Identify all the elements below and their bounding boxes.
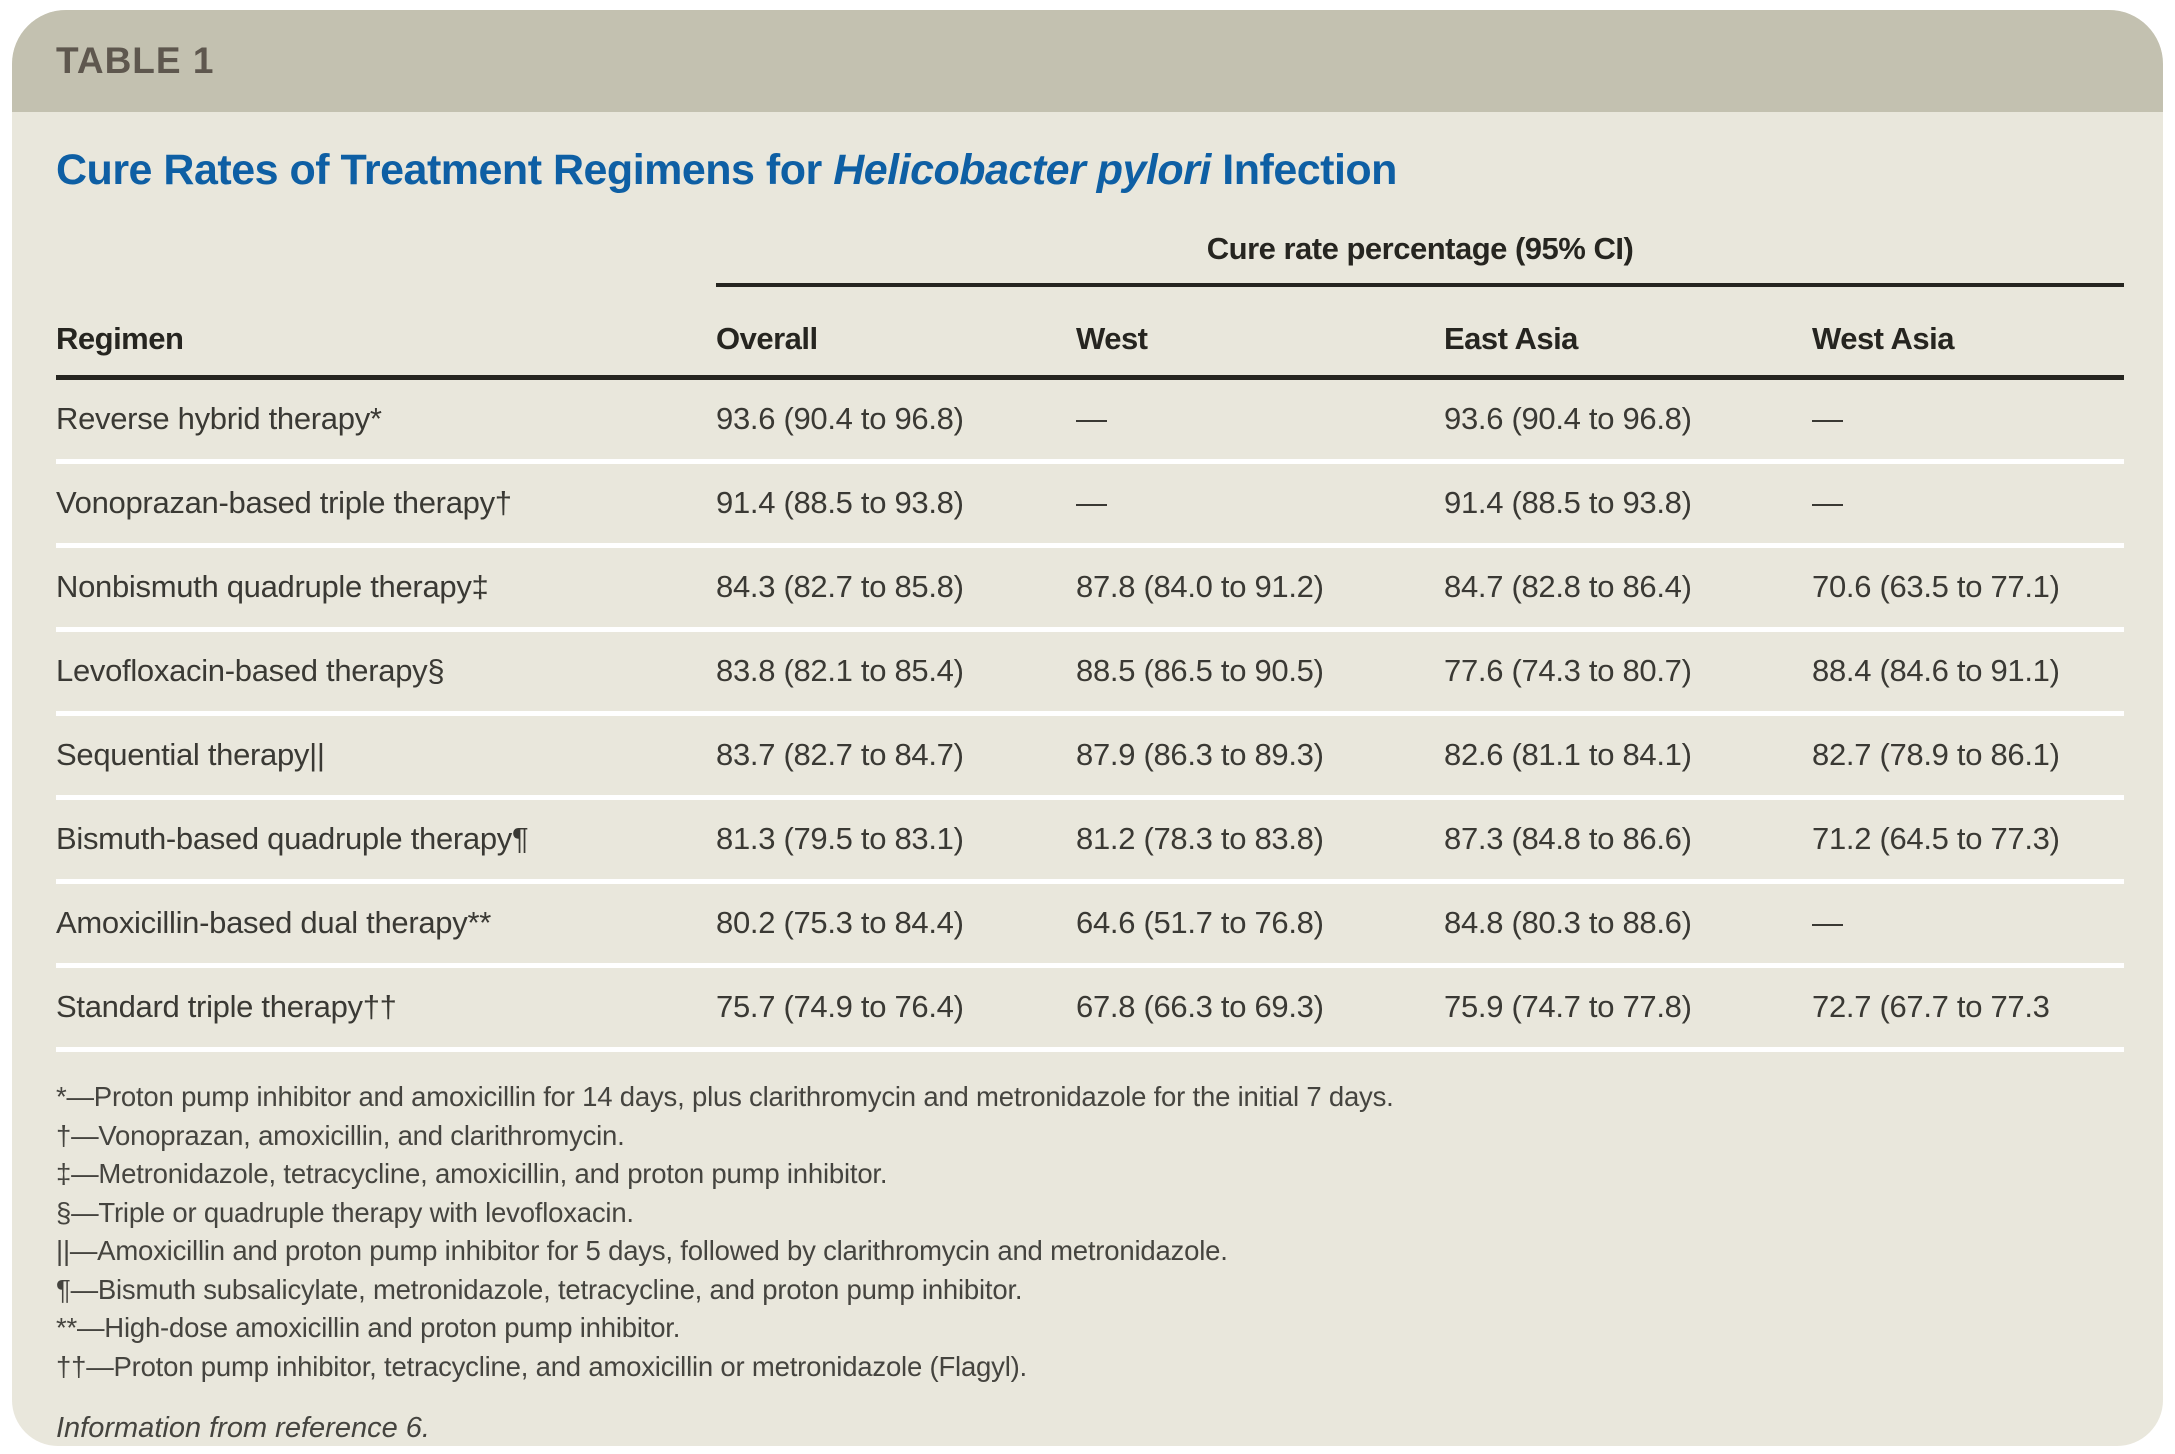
footnotes: *—Proton pump inhibitor and amoxicillin … bbox=[56, 1078, 2119, 1386]
spanner-cell: Cure rate percentage (95% CI) bbox=[716, 231, 2125, 287]
table-row: Levofloxacin-based therapy§ 83.8 (82.1 t… bbox=[56, 629, 2125, 716]
source-note: Information from reference 6. bbox=[56, 1412, 430, 1444]
footnote-double-dagger: ‡—Metronidazole, tetracycline, amoxicill… bbox=[56, 1158, 888, 1189]
table-row: Standard triple therapy†† 75.7 (74.9 to … bbox=[56, 965, 2125, 1052]
overall-cell: 80.2 (75.3 to 84.4) bbox=[716, 881, 1076, 968]
table-row: Reverse hybrid therapy* 93.6 (90.4 to 96… bbox=[56, 377, 2125, 464]
footnote-double-asterisk: **—High-dose amoxicillin and proton pump… bbox=[56, 1312, 681, 1343]
footnote-asterisk: *—Proton pump inhibitor and amoxicillin … bbox=[56, 1081, 1394, 1112]
spanner-row: Cure rate percentage (95% CI) bbox=[56, 231, 2125, 287]
table-title-italic: Helicobacter pylori bbox=[833, 146, 1211, 194]
table-row: Amoxicillin-based dual therapy** 80.2 (7… bbox=[56, 881, 2125, 968]
east-asia-cell: 93.6 (90.4 to 96.8) bbox=[1444, 377, 1812, 464]
table-row: Bismuth-based quadruple therapy¶ 81.3 (7… bbox=[56, 797, 2125, 884]
column-header-west: West bbox=[1076, 285, 1444, 380]
regimen-cell: Levofloxacin-based therapy§ bbox=[56, 629, 716, 716]
overall-cell: 81.3 (79.5 to 83.1) bbox=[716, 797, 1076, 884]
overall-cell: 93.6 (90.4 to 96.8) bbox=[716, 377, 1076, 464]
table-title-suffix: Infection bbox=[1210, 146, 1397, 194]
table-row: Vonoprazan-based triple therapy† 91.4 (8… bbox=[56, 461, 2125, 548]
regimen-cell: Bismuth-based quadruple therapy¶ bbox=[56, 797, 716, 884]
west-cell: 88.5 (86.5 to 90.5) bbox=[1076, 629, 1444, 716]
footnote-double-dagger-2: ††—Proton pump inhibitor, tetracycline, … bbox=[56, 1350, 1027, 1382]
cure-rates-table: Cure rate percentage (95% CI) Regimen Ov… bbox=[56, 231, 2125, 1052]
footnote-dagger: †—Vonoprazan, amoxicillin, and clarithro… bbox=[56, 1119, 625, 1151]
west-cell: 81.2 (78.3 to 83.8) bbox=[1076, 797, 1444, 884]
west-asia-cell: — bbox=[1812, 377, 2125, 464]
east-asia-cell: 87.3 (84.8 to 86.6) bbox=[1444, 797, 1812, 884]
west-cell: 64.6 (51.7 to 76.8) bbox=[1076, 881, 1444, 968]
overall-cell: 91.4 (88.5 to 93.8) bbox=[716, 461, 1076, 548]
table-label: TABLE 1 bbox=[56, 40, 215, 81]
column-header-east-asia: East Asia bbox=[1444, 285, 1812, 380]
regimen-cell: Sequential therapy|| bbox=[56, 713, 716, 800]
west-asia-cell: — bbox=[1812, 461, 2125, 548]
spanner-spacer bbox=[56, 231, 716, 285]
overall-cell: 83.8 (82.1 to 85.4) bbox=[716, 629, 1076, 716]
west-asia-cell: 72.7 (67.7 to 77.3 bbox=[1812, 965, 2125, 1052]
west-asia-cell: — bbox=[1812, 881, 2125, 968]
west-asia-cell: 88.4 (84.6 to 91.1) bbox=[1812, 629, 2125, 716]
overall-cell: 75.7 (74.9 to 76.4) bbox=[716, 965, 1076, 1052]
table-row: Sequential therapy|| 83.7 (82.7 to 84.7)… bbox=[56, 713, 2125, 800]
regimen-cell: Nonbismuth quadruple therapy‡ bbox=[56, 545, 716, 632]
west-cell: 87.9 (86.3 to 89.3) bbox=[1076, 713, 1444, 800]
west-cell: — bbox=[1076, 377, 1444, 464]
table-card: TABLE 1 Cure Rates of Treatment Regimens… bbox=[12, 10, 2163, 1446]
column-header-overall: Overall bbox=[716, 285, 1076, 380]
regimen-cell: Amoxicillin-based dual therapy** bbox=[56, 881, 716, 968]
east-asia-cell: 84.8 (80.3 to 88.6) bbox=[1444, 881, 1812, 968]
table-title: Cure Rates of Treatment Regimens for Hel… bbox=[56, 146, 2119, 195]
table-card-header: TABLE 1 bbox=[12, 10, 2163, 112]
spanner-heading: Cure rate percentage (95% CI) bbox=[1206, 231, 1634, 266]
east-asia-cell: 77.6 (74.3 to 80.7) bbox=[1444, 629, 1812, 716]
regimen-cell: Reverse hybrid therapy* bbox=[56, 377, 716, 464]
overall-cell: 84.3 (82.7 to 85.8) bbox=[716, 545, 1076, 632]
east-asia-cell: 84.7 (82.8 to 86.4) bbox=[1444, 545, 1812, 632]
west-asia-cell: 82.7 (78.9 to 86.1) bbox=[1812, 713, 2125, 800]
regimen-cell: Standard triple therapy†† bbox=[56, 965, 716, 1052]
west-asia-cell: 70.6 (63.5 to 77.1) bbox=[1812, 545, 2125, 632]
overall-cell: 83.7 (82.7 to 84.7) bbox=[716, 713, 1076, 800]
west-asia-cell: 71.2 (64.5 to 77.3) bbox=[1812, 797, 2125, 884]
east-asia-cell: 91.4 (88.5 to 93.8) bbox=[1444, 461, 1812, 548]
west-cell: — bbox=[1076, 461, 1444, 548]
footnote-parallel: ||—Amoxicillin and proton pump inhibitor… bbox=[56, 1235, 1228, 1266]
column-header-west-asia: West Asia bbox=[1812, 285, 2125, 380]
column-header-row: Regimen Overall West East Asia West Asia bbox=[56, 285, 2125, 380]
west-cell: 67.8 (66.3 to 69.3) bbox=[1076, 965, 1444, 1052]
table-title-prefix: Cure Rates of Treatment Regimens for bbox=[56, 146, 834, 194]
west-cell: 87.8 (84.0 to 91.2) bbox=[1076, 545, 1444, 632]
footnote-pilcrow: ¶—Bismuth subsalicylate, metronidazole, … bbox=[56, 1273, 1023, 1305]
table-card-body: Cure Rates of Treatment Regimens for Hel… bbox=[12, 112, 2163, 1445]
east-asia-cell: 75.9 (74.7 to 77.8) bbox=[1444, 965, 1812, 1052]
table-row: Nonbismuth quadruple therapy‡ 84.3 (82.7… bbox=[56, 545, 2125, 632]
regimen-cell: Vonoprazan-based triple therapy† bbox=[56, 461, 716, 548]
footnote-section: §—Triple or quadruple therapy with levof… bbox=[56, 1196, 634, 1228]
east-asia-cell: 82.6 (81.1 to 84.1) bbox=[1444, 713, 1812, 800]
column-header-regimen: Regimen bbox=[56, 285, 716, 380]
